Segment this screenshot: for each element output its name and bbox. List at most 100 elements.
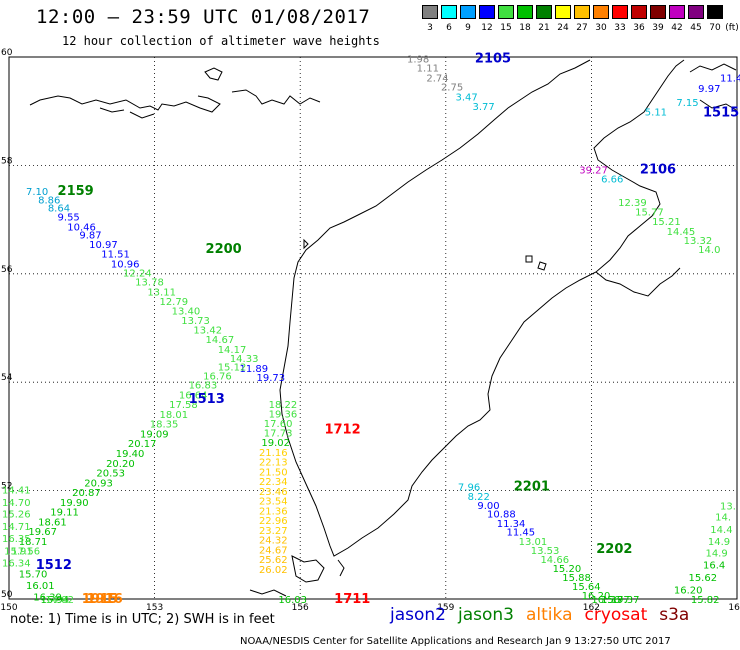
wave-height-value: 19.90 [60, 498, 89, 509]
map-frame [8, 56, 738, 600]
wave-height-value: 23.27 [259, 526, 288, 537]
color-swatch [631, 5, 647, 19]
longitude-label: 156 [292, 603, 309, 613]
wave-height-value: 3.77 [472, 102, 494, 113]
color-swatch [460, 5, 476, 19]
wave-height-value: 5.11 [645, 108, 667, 119]
color-swatch-label: 36 [633, 23, 645, 33]
pass-time-label: 2159 [58, 184, 94, 199]
wave-height-value: 16.01 [26, 581, 55, 592]
color-swatch [650, 5, 666, 19]
axis-labels: 150 153 156 159 162 165 60 58 56 54 52 50 [0, 48, 740, 613]
wave-height-value: 17.60 [264, 419, 293, 430]
color-swatch [422, 5, 438, 19]
wave-height-value: 8.86 [38, 195, 60, 206]
wave-height-value: 9.00 [477, 501, 499, 512]
wave-height-value: 14.17 [218, 345, 247, 356]
pass-time-label: 2106 [640, 163, 676, 178]
wave-height-value: 9.55 [58, 213, 80, 224]
wave-height-value: 13.40 [172, 306, 201, 317]
color-swatch-label: 24 [557, 23, 569, 33]
wave-height-value: 2.75 [441, 83, 463, 94]
wave-height-value: 21.50 [259, 467, 288, 478]
wave-height-value: 12.39 [618, 198, 647, 209]
color-swatch-label: 33 [614, 23, 626, 33]
color-swatch [555, 5, 571, 19]
wave-height-value: 19.02 [261, 438, 290, 449]
credit-line: NOAA/NESDIS Center for Satellite Applica… [240, 636, 671, 647]
pass-time-label: 1515 [703, 106, 739, 121]
wave-height-value: 16.39 [33, 593, 62, 604]
wave-height-value: 14.4 [710, 525, 732, 536]
wave-height-value: 23.54 [259, 497, 288, 508]
wave-height-value: 14.33 [230, 354, 259, 365]
wave-height-value: 20.17 [128, 439, 157, 450]
latitude-label: 58 [1, 156, 13, 166]
color-swatch [612, 5, 628, 19]
color-swatch-label: 70 [709, 23, 721, 33]
pass-time-label: 2105 [475, 51, 511, 66]
wave-height-value: 2.74 [426, 73, 448, 84]
color-swatch [707, 5, 723, 19]
pass-time-label: 1711 [334, 592, 370, 607]
units-note: note: 1) Time is in UTC; 2) SWH is in fe… [10, 612, 275, 627]
wave-height-value: 8.64 [48, 203, 70, 214]
wave-height-value: 9.87 [79, 231, 101, 242]
wave-height-value: 16.03 [278, 595, 307, 606]
color-swatch [688, 5, 704, 19]
color-swatch-label: 42 [671, 23, 683, 33]
wave-height-value: 11.49 [720, 73, 740, 84]
wave-height-value: 14.67 [206, 335, 235, 346]
wave-height-value: 11.51 [101, 250, 130, 261]
wave-height-value: 22.34 [259, 477, 288, 488]
wave-height-value: 20.93 [84, 478, 113, 489]
wave-height-value: 20.20 [106, 459, 135, 470]
wave-height-value: 11.89 [240, 364, 269, 375]
wave-height-value: 15.82 [691, 595, 720, 606]
wave-height-value: 14.71 [2, 522, 31, 533]
wave-height-value: 24.67 [259, 545, 288, 556]
altimeter-tracks: 1.981.112.742.753.473.77210511.499.977.1… [2, 51, 740, 607]
longitude-label: 162 [583, 603, 600, 613]
wave-height-value: 9.97 [698, 84, 720, 95]
wave-height-value: 17.56 [11, 547, 40, 558]
wave-height-value: 13.32 [684, 236, 713, 247]
color-swatch [441, 5, 457, 19]
pass-time-label: 1712 [324, 423, 360, 438]
color-swatch [593, 5, 609, 19]
wave-height-value: 14.0 [698, 245, 720, 256]
wave-height-value: 21.16 [259, 448, 288, 459]
color-swatch [669, 5, 685, 19]
wave-height-value: 21.36 [259, 506, 288, 517]
latitude-label: 60 [1, 48, 13, 58]
wave-height-value: 16.20 [582, 591, 611, 602]
color-swatch [517, 5, 533, 19]
wave-height-value: 8.22 [468, 492, 490, 503]
wave-height-value: 14. [715, 512, 731, 523]
color-swatch [479, 5, 495, 19]
wave-height-value: 16.56 [591, 595, 620, 606]
wave-height-value: 17.73 [264, 428, 293, 439]
pass-time-label: 1513 [189, 392, 225, 407]
wave-height-value: 18.35 [150, 420, 179, 431]
wave-height-value: 16.34 [2, 558, 31, 569]
wave-height-value: 17.37 [611, 595, 640, 606]
wave-height-value: 15.91 [4, 547, 33, 558]
color-swatch-label: 45 [690, 23, 702, 33]
wave-height-value: 16.83 [189, 381, 218, 392]
wave-height-value: 39.27 [579, 166, 608, 177]
wave-height-value: 19.73 [257, 373, 286, 384]
wave-height-value: 16.35 [2, 534, 31, 545]
color-swatch-label: 39 [652, 23, 664, 33]
wave-height-value: 18.71 [19, 537, 48, 548]
wave-height-value: 13.11 [147, 287, 176, 298]
wave-height-value: 1.11 [417, 64, 439, 75]
wave-height-value: 15.21 [652, 217, 681, 228]
wave-height-value: 14.9 [708, 537, 730, 548]
color-swatch-label: 15 [500, 23, 512, 33]
color-swatch-label: 3 [427, 23, 433, 33]
chart-subtitle: 12 hour collection of altimeter wave hei… [62, 34, 380, 48]
wave-height-value: 13.53 [531, 546, 560, 557]
wave-height-value: 10.46 [67, 222, 96, 233]
